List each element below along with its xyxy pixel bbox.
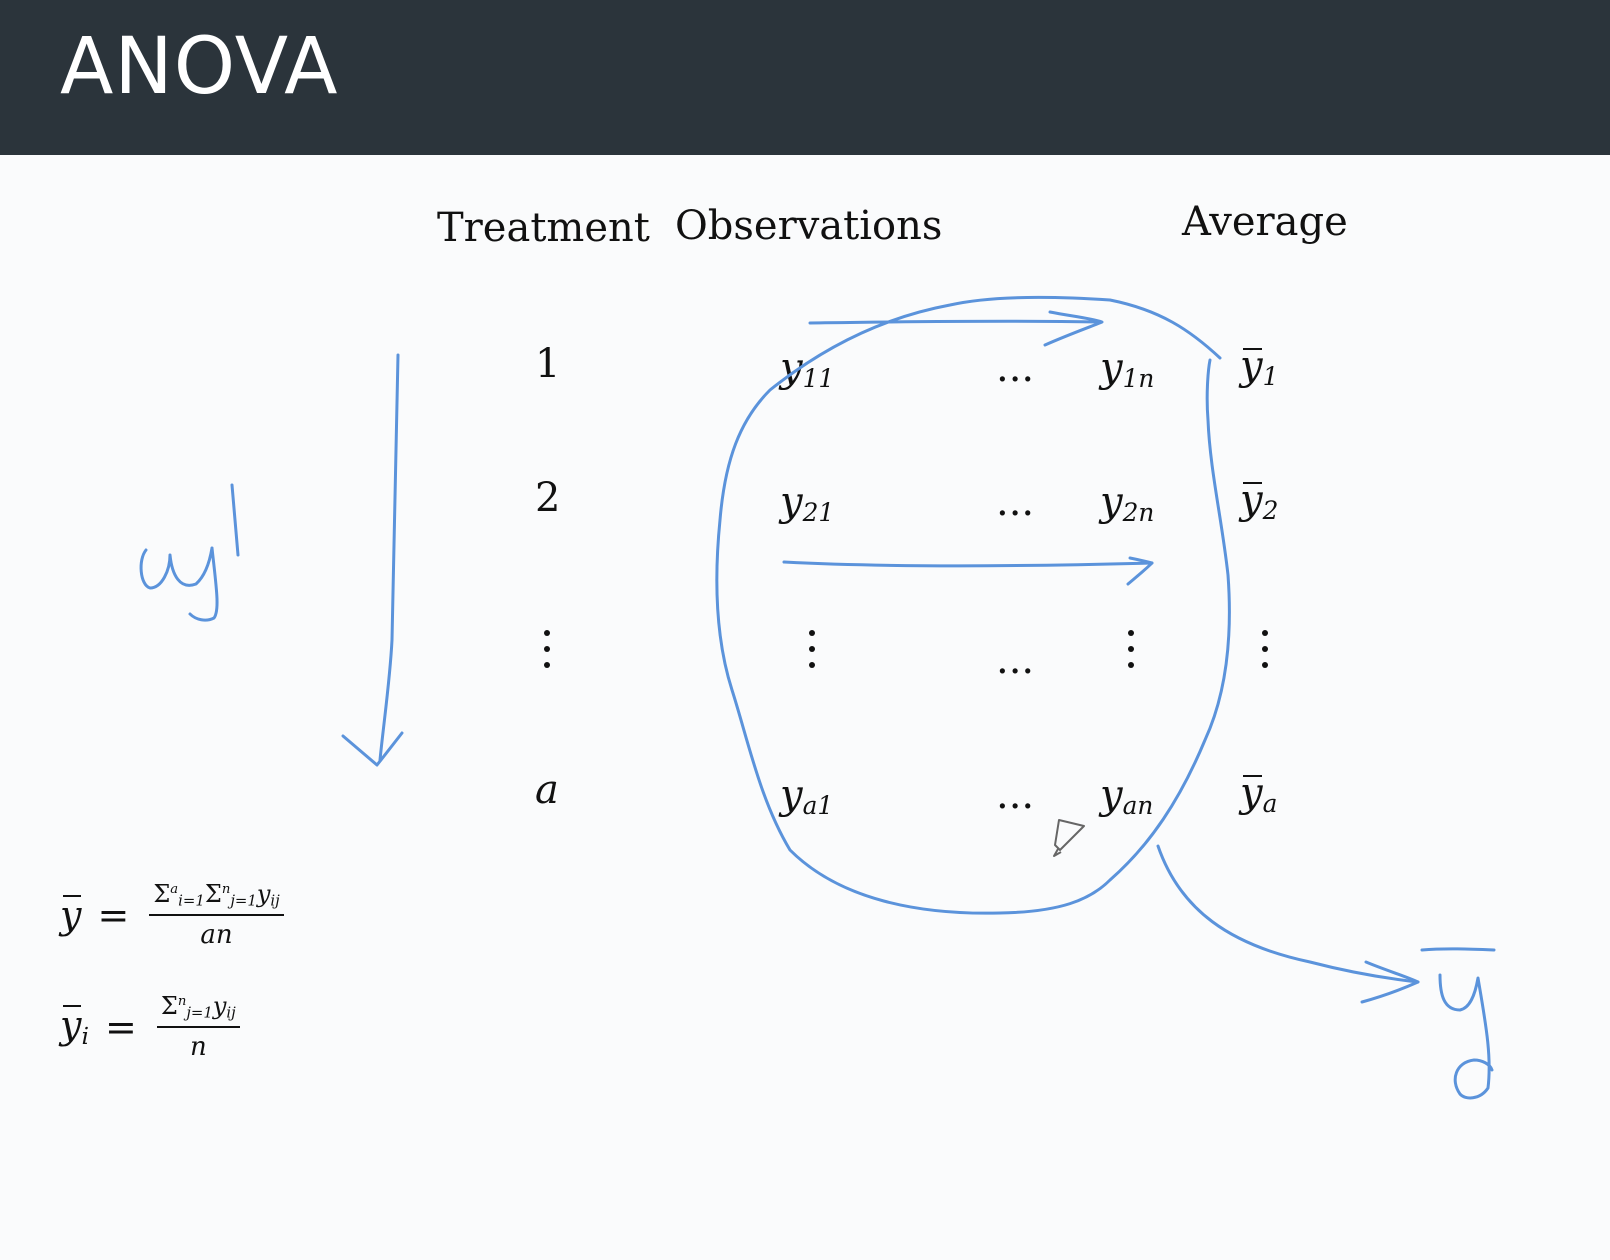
average-cell: y1 [1240,343,1279,392]
ink-y-prime [139,546,219,622]
observation-cell-last: y2n [1100,479,1155,528]
observation-cell-last: yan [1100,772,1154,821]
ink-prime-mark [230,483,240,557]
treatment-label-1: 1 [535,341,561,387]
ink-middle-arrow [782,560,1154,568]
slide-header: ANOVA [0,0,1610,155]
ink-enclosing-loop [715,295,1231,915]
vertical-dots [1262,630,1270,678]
ink-y-bar-letter [1438,973,1494,1100]
ink-top-arrow [808,319,1102,325]
ink-down-arrow-head [341,731,404,767]
row-ellipsis: ... [996,772,1035,818]
vertical-dots [1128,630,1136,678]
row-ellipsis: ... [996,345,1035,391]
column-header-treatment: Treatment [437,205,650,251]
row-ellipsis: ... [996,637,1035,683]
observation-cell-first: y21 [780,479,835,528]
treatment-label-a: a [535,767,559,813]
column-header-observations: Observations [675,203,943,249]
ink-top-arrow-head [1043,310,1104,347]
ink-y-bar-line [1420,947,1496,952]
vertical-dots [809,630,817,678]
observation-cell-last: y1n [1100,345,1155,394]
ink-middle-arrow-head [1126,556,1154,586]
treatment-label-2: 2 [535,475,561,521]
ink-curved-arrow-head [1360,960,1420,1004]
slide-title: ANOVA [60,22,339,112]
row-ellipsis: ... [996,479,1035,525]
group-mean-formula: yi = Σnj=1yij n [60,992,240,1062]
vertical-dots [544,630,552,678]
pencil-cursor-icon [1053,819,1085,857]
column-header-average: Average [1182,199,1348,245]
grand-mean-formula: y = Σai=1Σnj=1yij an [60,880,284,950]
average-cell: y2 [1240,477,1279,526]
ink-down-arrow [378,353,400,762]
average-cell: ya [1240,770,1278,819]
observation-cell-first: ya1 [780,772,834,821]
ink-curved-arrow [1156,844,1420,984]
